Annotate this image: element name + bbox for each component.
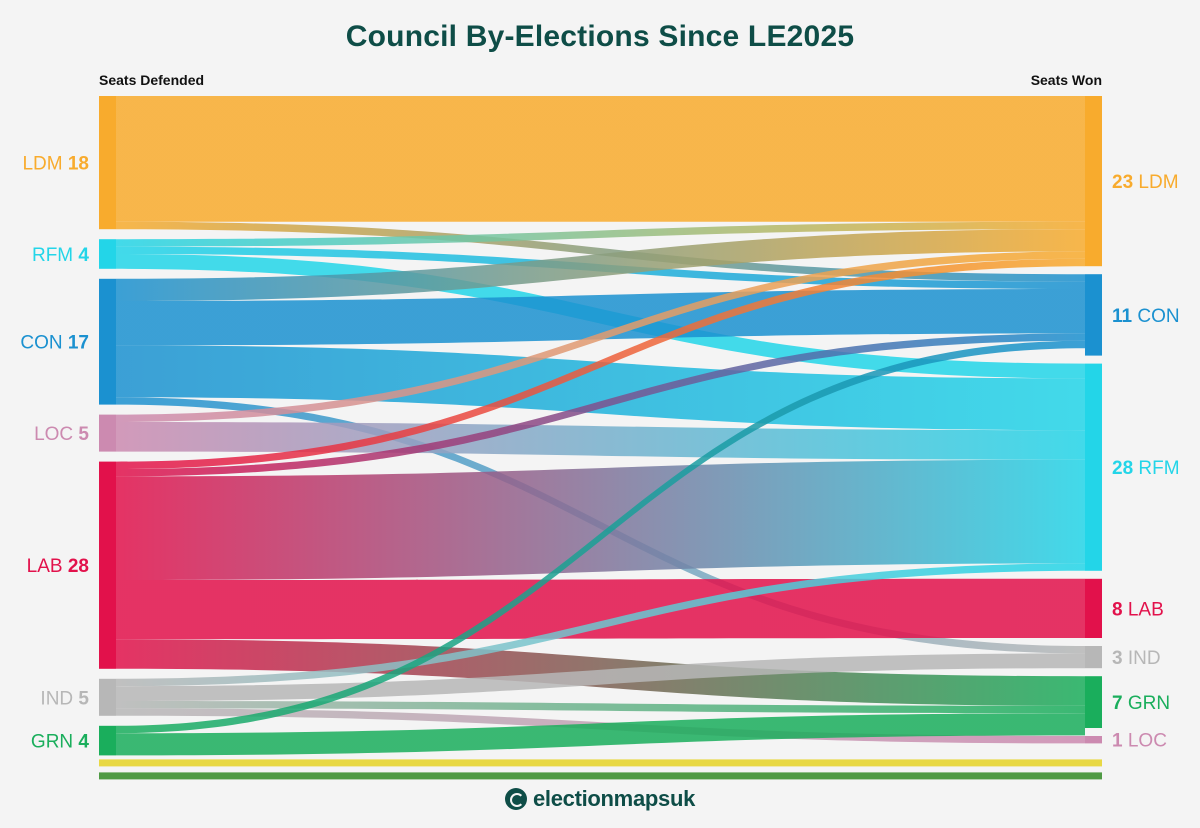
seats-defended-header: Seats Defended [99,72,205,88]
left-bar-rfm [99,239,116,269]
flow-ind-to-grn [116,701,1085,714]
flow-ind-to-rfm [116,563,1085,687]
left-bar-lab [99,461,116,669]
right-bar-con [1085,274,1102,356]
dark-green-bar [99,772,1102,780]
left-label-rfm: RFM 4 [32,245,89,266]
flow-lab-to-lab [116,578,1085,640]
flow-con-to-ldm [116,229,1085,301]
right-bar-ind [1085,646,1102,669]
flow-rfm-to-ldm [116,221,1085,247]
flow-ldm-to-con [116,221,1085,282]
flow-con-to-rfm [116,345,1085,431]
right-label-ind: 3 IND [1112,648,1161,669]
right-bar-lab [1085,578,1102,638]
logo-text: electionmapsuk [532,786,696,811]
right-label-rfm: 28 RFM [1112,458,1180,479]
left-bar-ind [99,678,116,716]
flow-grn-to-con [116,340,1085,734]
right-bar-loc [1085,736,1102,744]
flow-loc-to-ldm [116,251,1085,422]
left-label-grn: GRN 4 [31,732,90,753]
left-bar-ldm [99,96,116,230]
left-bar-grn [99,725,116,756]
brand-logo: electionmapsuk [0,786,1200,812]
flow-grn-to-grn [116,713,1085,756]
right-label-con: 11 CON [1112,306,1180,327]
right-label-lab: 8 LAB [1112,599,1164,620]
right-label-grn: 7 GRN [1112,693,1170,714]
right-label-loc: 1 LOC [1112,731,1167,752]
globe-icon [504,788,527,810]
right-bar-ldm [1085,96,1102,267]
flow-ldm-to-ldm [116,96,1085,222]
right-bar-rfm [1085,363,1102,571]
chart-title: Council By-Elections Since LE2025 [345,20,855,53]
flow-con-to-con [116,289,1085,346]
flow-lab-to-rfm [116,459,1085,580]
yellow-bar [99,759,1102,767]
left-label-ldm: LDM 18 [22,154,89,175]
left-label-ind: IND 5 [40,688,89,709]
left-bar-con [99,278,116,405]
flow-loc-to-rfm [116,422,1085,460]
left-label-loc: LOC 5 [34,424,89,445]
flow-lab-to-con [116,333,1085,477]
right-bar-grn [1085,676,1102,728]
left-label-con: CON 17 [20,333,89,354]
left-bar-loc [99,414,116,452]
flow-lab-to-ldm [116,258,1085,469]
left-label-lab: LAB 28 [27,556,89,577]
seats-won-header: Seats Won [1030,72,1102,88]
right-label-ldm: 23 LDM [1112,172,1179,193]
